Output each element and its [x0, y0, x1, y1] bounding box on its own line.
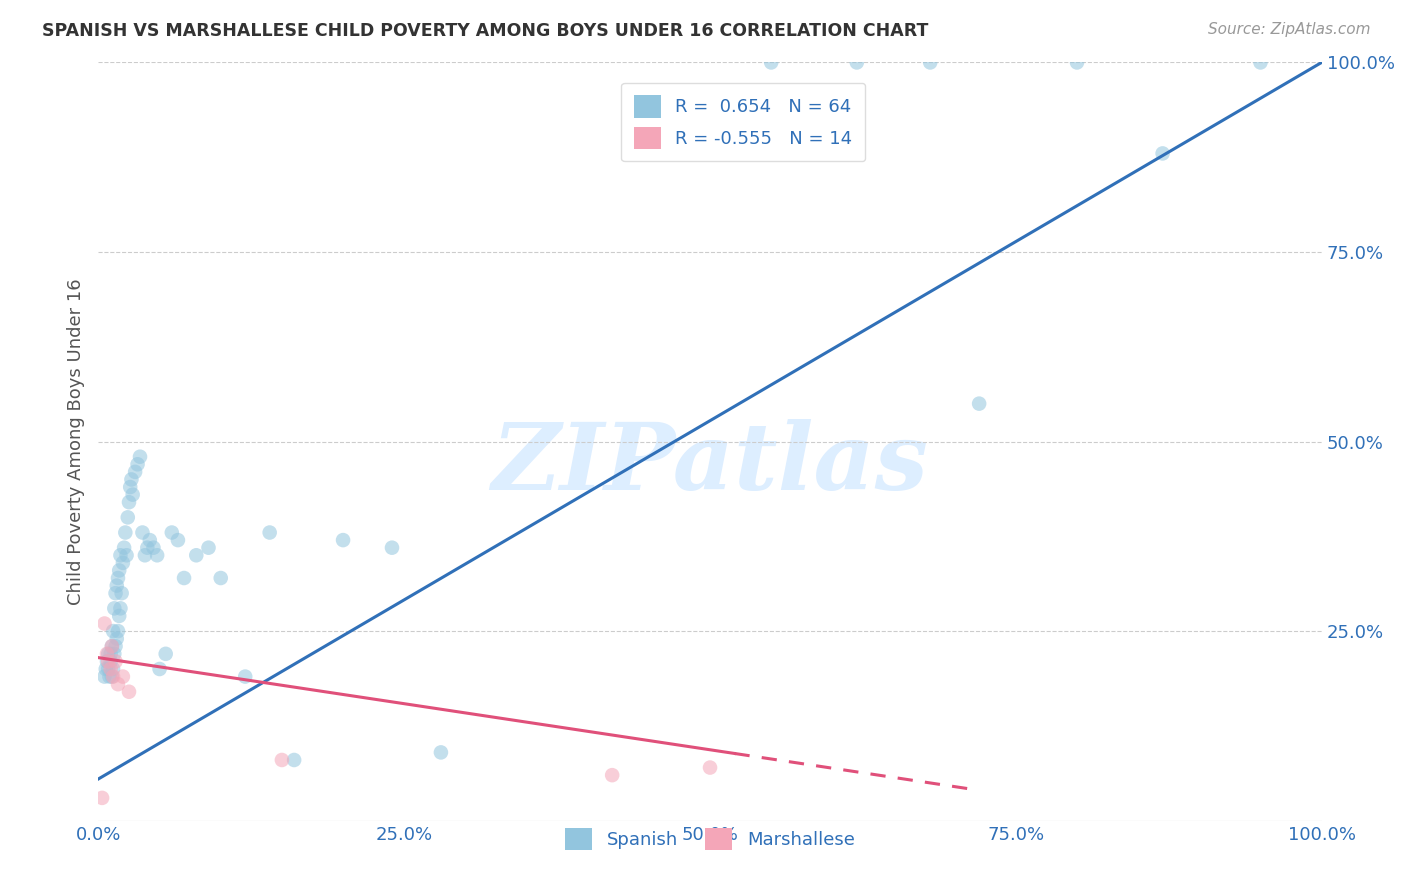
Point	[146, 548, 169, 563]
Point	[101, 669, 124, 683]
Point	[1066, 55, 1088, 70]
Point	[107, 571, 129, 585]
Point	[1152, 146, 1174, 161]
Point	[967, 396, 990, 410]
Point	[101, 639, 124, 653]
Point	[104, 639, 127, 653]
Point	[110, 601, 132, 615]
Point	[381, 541, 404, 555]
Point	[114, 525, 136, 540]
Point	[104, 586, 127, 600]
Point	[108, 564, 131, 578]
Point	[160, 525, 183, 540]
Point	[107, 624, 129, 639]
Point	[1249, 55, 1271, 70]
Point	[117, 510, 139, 524]
Point	[105, 632, 128, 646]
Point	[111, 556, 134, 570]
Point	[97, 662, 120, 676]
Point	[108, 608, 131, 623]
Point	[101, 639, 124, 653]
Point	[110, 548, 132, 563]
Point	[104, 655, 127, 669]
Point	[100, 647, 122, 661]
Point	[94, 662, 117, 676]
Point	[186, 548, 208, 563]
Point	[136, 541, 159, 555]
Point	[129, 450, 152, 464]
Point	[93, 669, 115, 683]
Point	[761, 55, 783, 70]
Point	[332, 533, 354, 548]
Point	[96, 647, 118, 661]
Point	[101, 669, 124, 683]
Point	[233, 669, 256, 683]
Point	[430, 746, 453, 760]
Point	[149, 662, 172, 676]
Point	[98, 669, 121, 683]
Point	[111, 669, 134, 683]
Point	[120, 473, 142, 487]
Point	[120, 480, 142, 494]
Text: SPANISH VS MARSHALLESE CHILD POVERTY AMONG BOYS UNDER 16 CORRELATION CHART: SPANISH VS MARSHALLESE CHILD POVERTY AMO…	[42, 22, 928, 40]
Legend: Spanish, Marshallese: Spanish, Marshallese	[558, 821, 862, 857]
Point	[96, 655, 118, 669]
Point	[259, 525, 281, 540]
Point	[845, 55, 868, 70]
Point	[127, 458, 149, 472]
Point	[100, 662, 122, 676]
Point	[97, 647, 120, 661]
Text: Source: ZipAtlas.com: Source: ZipAtlas.com	[1208, 22, 1371, 37]
Point	[103, 601, 125, 615]
Point	[283, 753, 305, 767]
Text: ZIPatlas: ZIPatlas	[492, 419, 928, 509]
Point	[101, 662, 124, 676]
Point	[131, 525, 153, 540]
Point	[124, 465, 146, 479]
Point	[103, 647, 125, 661]
Point	[155, 647, 177, 661]
Point	[920, 55, 942, 70]
Point	[107, 677, 129, 691]
Point	[139, 533, 162, 548]
Point	[118, 685, 141, 699]
Point	[93, 616, 115, 631]
Y-axis label: Child Poverty Among Boys Under 16: Child Poverty Among Boys Under 16	[66, 278, 84, 605]
Point	[118, 495, 141, 509]
Point	[121, 487, 143, 501]
Point	[97, 655, 120, 669]
Point	[197, 541, 219, 555]
Point	[112, 541, 135, 555]
Point	[111, 586, 134, 600]
Point	[167, 533, 190, 548]
Point	[100, 655, 122, 669]
Point	[270, 753, 294, 767]
Point	[209, 571, 232, 585]
Point	[101, 624, 124, 639]
Point	[142, 541, 165, 555]
Point	[91, 791, 114, 805]
Point	[115, 548, 138, 563]
Point	[699, 760, 721, 774]
Point	[105, 579, 128, 593]
Point	[173, 571, 195, 585]
Point	[600, 768, 623, 782]
Point	[134, 548, 156, 563]
